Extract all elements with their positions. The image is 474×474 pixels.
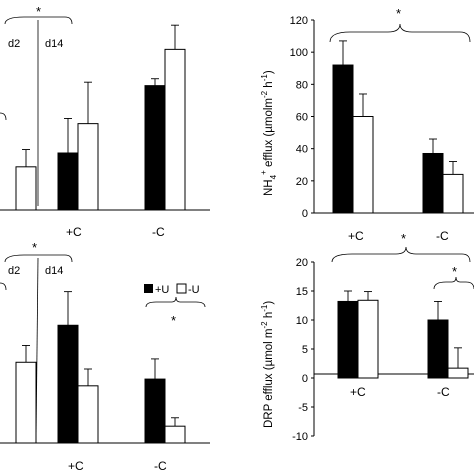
category-label-plus-c: +C <box>68 459 84 473</box>
y-tick-label: 20 <box>296 176 308 188</box>
bar-filled-1 <box>57 324 79 444</box>
y-tick-label: 5 <box>302 344 308 356</box>
significance-star-inner: * <box>452 264 457 279</box>
day-label-d14: d14 <box>45 265 63 277</box>
partial-bracket <box>0 282 7 291</box>
bar-filled-0 <box>332 64 354 214</box>
y-tick-label: -5 <box>298 402 308 414</box>
legend-swatch-filled <box>144 284 153 293</box>
significance-bracket-inner <box>433 276 474 290</box>
bar-open-0 <box>15 166 37 211</box>
y-tick-label: 15 <box>296 286 308 298</box>
y-tick-label: 60 <box>296 112 308 124</box>
legend-label-open: -U <box>188 284 200 296</box>
category-label-minus-c: -C <box>437 385 450 399</box>
legend: +U -U * <box>144 283 206 328</box>
bar-filled-2 <box>144 85 166 211</box>
y-tick-label: 10 <box>296 315 308 327</box>
legend-bracket <box>145 296 206 308</box>
bar-open-2 <box>164 425 186 444</box>
bar-open-1 <box>77 385 99 444</box>
y-tick-label: -10 <box>292 431 308 443</box>
bar-open-1 <box>447 367 469 379</box>
significance-bracket <box>329 23 471 43</box>
category-label-plus-c: +C <box>66 225 82 239</box>
category-label-minus-c: -C <box>154 459 167 473</box>
legend-significance-star: * <box>171 313 176 328</box>
y-tick-label: 100 <box>290 47 308 59</box>
y-tick-label: 0 <box>302 208 308 220</box>
y-tick-label: 80 <box>296 79 308 91</box>
category-label-plus-c: +C <box>348 229 364 243</box>
day-label-d14: d14 <box>45 38 63 50</box>
bar-filled-0 <box>337 300 359 379</box>
day-label-d2: d2 <box>8 38 20 50</box>
legend-swatch-open <box>176 283 187 294</box>
bar-open-0 <box>357 299 379 379</box>
y-tick-label: 0 <box>302 373 308 385</box>
significance-bracket <box>4 254 73 263</box>
y-tick-label: 120 <box>290 15 308 27</box>
significance-star: * <box>36 4 41 19</box>
significance-star: * <box>32 240 37 255</box>
bar-filled-1 <box>57 152 79 211</box>
y-tick-label: 40 <box>296 144 308 156</box>
legend-label-filled: +U <box>155 284 169 296</box>
bar-open-0 <box>352 116 374 214</box>
bar-filled-1 <box>427 319 449 379</box>
y-axis-label: NH4+ efflux (µmolm-2 h-1) <box>259 70 278 196</box>
bar-open-1 <box>442 173 464 214</box>
bar-filled-1 <box>422 152 444 214</box>
category-label-minus-c: -C <box>152 225 165 239</box>
y-axis-label: DRP efflux (µmol m-2 h-1) <box>260 301 275 428</box>
bar-filled-2 <box>144 378 166 444</box>
significance-star: * <box>396 6 401 21</box>
significance-star-outer: * <box>401 231 406 246</box>
y-tick-label: 20 <box>296 257 308 269</box>
day-label-d2: d2 <box>8 265 20 277</box>
panel-bottom-left: * d2 d14 +U -U * +C -C <box>0 240 210 473</box>
bar-open-2 <box>164 48 186 211</box>
bar-open-1 <box>77 123 99 211</box>
significance-bracket <box>4 16 73 25</box>
panel-top-right: 0 20 40 60 80 100 120 NH4+ efflux (µmolm-2 h-1… <box>259 6 474 243</box>
category-label-minus-c: -C <box>436 229 449 243</box>
significance-bracket-outer <box>331 246 471 263</box>
bar-open-0 <box>15 361 37 444</box>
partial-bracket <box>0 112 7 121</box>
category-label-plus-c: +C <box>350 385 366 399</box>
panel-top-left: * d2 d14 +C -C <box>0 4 210 239</box>
